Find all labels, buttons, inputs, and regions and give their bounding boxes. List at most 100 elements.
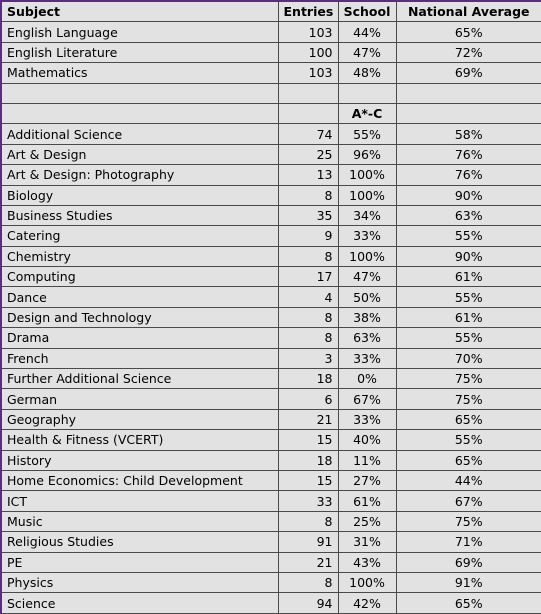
subject-cell: Dance — [0, 286, 279, 308]
subject-cell: Music — [0, 510, 279, 533]
national-average-cell: 70% — [395, 347, 541, 370]
subject-cell: English Language — [0, 21, 279, 43]
table-row: Chemistry 8 100% 90% — [0, 245, 541, 268]
subject-cell: Additional Science — [0, 123, 279, 145]
school-cell: 55% — [337, 123, 397, 145]
national-average-cell: 44% — [395, 469, 541, 492]
school-cell: 100% — [337, 245, 397, 268]
national-average-cell: 61% — [395, 306, 541, 329]
table-row: Design and Technology 8 38% 61% — [0, 306, 541, 329]
column-header-national-average: National Average — [395, 0, 541, 23]
school-cell: 33% — [337, 408, 397, 431]
national-average-cell: 76% — [395, 164, 541, 186]
entries-cell: 18 — [277, 368, 339, 390]
subject-cell: Science — [0, 592, 279, 614]
entries-cell: 6 — [277, 388, 339, 410]
school-cell: 44% — [337, 21, 397, 43]
empty-cell — [337, 82, 397, 104]
subject-cell: Chemistry — [0, 245, 279, 268]
empty-cell — [395, 102, 541, 125]
entries-cell: 17 — [277, 266, 339, 288]
subject-cell: ICT — [0, 490, 279, 512]
school-cell: 100% — [337, 164, 397, 186]
national-average-cell: 76% — [395, 143, 541, 166]
table-row: Religious Studies 91 31% 71% — [0, 531, 541, 553]
empty-cell — [395, 82, 541, 104]
national-average-cell: 67% — [395, 490, 541, 512]
school-cell: 43% — [337, 551, 397, 573]
subject-cell: Health & Fitness (VCERT) — [0, 429, 279, 451]
table-row: ICT 33 61% 67% — [0, 490, 541, 512]
subject-cell: Mathematics — [0, 62, 279, 84]
header-row: Subject Entries School National Average — [0, 0, 541, 23]
entries-cell: 33 — [277, 490, 339, 512]
subject-cell: Further Additional Science — [0, 368, 279, 390]
subject-cell: Physics — [0, 571, 279, 594]
subject-cell: Art & Design — [0, 143, 279, 166]
subject-cell: Geography — [0, 408, 279, 431]
table-row: English Literature 100 47% 72% — [0, 41, 541, 64]
subject-cell: French — [0, 347, 279, 370]
national-average-cell: 75% — [395, 388, 541, 410]
table-row: Geography 21 33% 65% — [0, 408, 541, 431]
table-row: Further Additional Science 18 0% 75% — [0, 368, 541, 390]
subject-cell: Religious Studies — [0, 531, 279, 553]
entries-cell: 15 — [277, 469, 339, 492]
column-header-school: School — [337, 0, 397, 23]
entries-cell: 8 — [277, 184, 339, 206]
grade-label: A*-C — [337, 102, 397, 125]
table-row: Science 94 42% 65% — [0, 592, 541, 614]
table-row: Art & Design: Photography 13 100% 76% — [0, 164, 541, 186]
school-cell: 100% — [337, 571, 397, 594]
entries-cell: 8 — [277, 510, 339, 533]
entries-cell: 3 — [277, 347, 339, 370]
table-row: Art & Design 25 96% 76% — [0, 143, 541, 166]
subject-cell: PE — [0, 551, 279, 573]
school-cell: 40% — [337, 429, 397, 451]
empty-cell — [0, 102, 279, 125]
national-average-cell: 61% — [395, 266, 541, 288]
entries-cell: 8 — [277, 571, 339, 594]
entries-cell: 74 — [277, 123, 339, 145]
table-row: PE 21 43% 69% — [0, 551, 541, 573]
table-row: History 18 11% 65% — [0, 449, 541, 471]
entries-cell: 8 — [277, 306, 339, 329]
empty-cell — [0, 82, 279, 104]
national-average-cell: 90% — [395, 245, 541, 268]
school-cell: 33% — [337, 347, 397, 370]
table-row: Computing 17 47% 61% — [0, 266, 541, 288]
national-average-cell: 72% — [395, 41, 541, 64]
entries-cell: 100 — [277, 41, 339, 64]
empty-cell — [277, 102, 339, 125]
subject-cell: Computing — [0, 266, 279, 288]
entries-cell: 91 — [277, 531, 339, 553]
school-cell: 38% — [337, 306, 397, 329]
national-average-cell: 58% — [395, 123, 541, 145]
entries-cell: 103 — [277, 62, 339, 84]
subject-cell: Design and Technology — [0, 306, 279, 329]
table-row: Music 8 25% 75% — [0, 510, 541, 533]
school-cell: 34% — [337, 204, 397, 227]
national-average-cell: 65% — [395, 592, 541, 614]
subject-cell: German — [0, 388, 279, 410]
subject-cell: Catering — [0, 225, 279, 247]
national-average-cell: 91% — [395, 571, 541, 594]
entries-cell: 21 — [277, 551, 339, 573]
national-average-cell: 55% — [395, 429, 541, 451]
subject-cell: History — [0, 449, 279, 471]
subject-cell: Business Studies — [0, 204, 279, 227]
national-average-cell: 55% — [395, 286, 541, 308]
table-row: Drama 8 63% 55% — [0, 327, 541, 349]
table-row: Biology 8 100% 90% — [0, 184, 541, 206]
school-cell: 48% — [337, 62, 397, 84]
school-cell: 0% — [337, 368, 397, 390]
national-average-cell: 65% — [395, 408, 541, 431]
school-cell: 25% — [337, 510, 397, 533]
national-average-cell: 75% — [395, 368, 541, 390]
school-cell: 61% — [337, 490, 397, 512]
column-header-subject: Subject — [0, 0, 279, 23]
school-cell: 67% — [337, 388, 397, 410]
table-header: Subject Entries School National Average — [0, 0, 541, 23]
school-cell: 42% — [337, 592, 397, 614]
national-average-cell: 55% — [395, 327, 541, 349]
